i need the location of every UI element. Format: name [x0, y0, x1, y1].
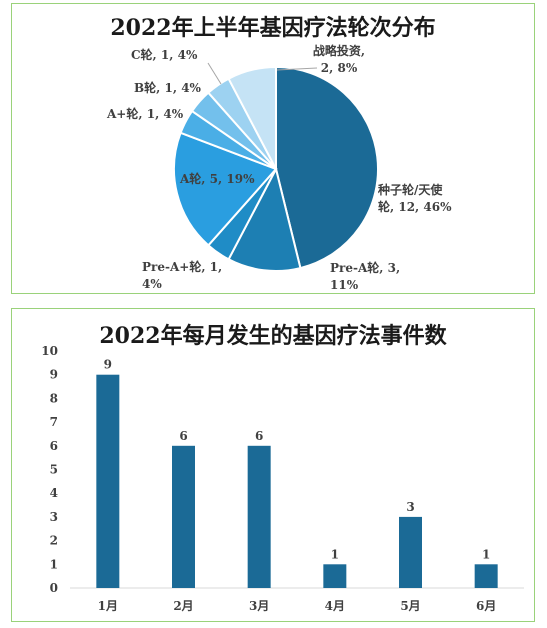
x-tick-label: 6月	[476, 599, 496, 613]
pie-slice-8	[227, 65, 277, 170]
y-tick-label: 1	[50, 557, 58, 571]
bar-chart: 0 1 2 3 4 5 6 7 8 9 10 9 1月 6 2月 6 3月 1 4月 3 5月 1 6月	[41, 344, 524, 613]
x-tick-label: 2月	[173, 599, 193, 613]
bar-data-label: 6	[255, 429, 263, 443]
y-tick-label: 10	[41, 344, 58, 358]
y-tick-label: 3	[50, 510, 58, 524]
y-tick-label: 7	[50, 415, 58, 429]
bar-2	[172, 445, 195, 588]
x-tick-label: 5月	[400, 599, 420, 613]
x-tick-label: 3月	[249, 599, 269, 613]
pie-data-label: Pre-A+轮, 1, 4%	[142, 259, 222, 291]
bar-4	[323, 564, 347, 588]
y-tick-label: 6	[50, 439, 58, 453]
pie-slice-2	[227, 166, 302, 273]
pie-slice-1	[275, 65, 379, 270]
pie-data-label: 种子轮/天使轮, 12, 46%	[377, 182, 452, 214]
pie-leader-line	[207, 62, 222, 85]
bar-chart-panel: 2022年每月发生的基因疗法事件数 0 1 2 3 4 5 6 7 8 9 10 9 1月 6 2月 6 3月 1…	[11, 308, 535, 622]
pie-chart: 种子轮/天使轮, 12, 46% Pre-A轮, 3, 11% Pre-A+轮, 1,…	[106, 43, 452, 292]
y-tick-label: 8	[50, 391, 58, 405]
y-tick-label: 5	[50, 463, 58, 477]
pie-slice-4	[173, 131, 278, 247]
pie-data-label: B轮, 1, 4%	[134, 80, 202, 95]
pie-data-label: A轮, 5, 19%	[179, 171, 255, 186]
bar-3	[247, 445, 271, 588]
y-tick-label: 9	[50, 368, 58, 382]
pie-chart-title: 2022年上半年基因疗法轮次分布	[110, 15, 436, 41]
y-tick-label: 4	[50, 486, 58, 500]
pie-data-label: 战略投资, 2, 8%	[313, 43, 365, 75]
x-tick-label: 4月	[325, 599, 345, 613]
pie-data-label: C轮, 1, 4%	[131, 47, 198, 62]
bar-6	[474, 564, 498, 588]
bar-data-label: 3	[406, 500, 414, 514]
bar-1	[96, 374, 120, 588]
pie-leader-line	[276, 67, 318, 71]
bar-data-label: 1	[331, 547, 339, 561]
bar-5	[399, 516, 422, 588]
bar-chart-title: 2022年每月发生的基因疗法事件数	[99, 323, 447, 349]
pie-data-label: A+轮, 1, 4%	[106, 106, 184, 121]
pie-data-label: Pre-A轮, 3, 11%	[330, 260, 400, 292]
bar-data-label: 1	[482, 547, 490, 561]
x-tick-label: 1月	[98, 599, 118, 613]
bar-data-label: 6	[179, 429, 187, 443]
y-tick-label: 0	[50, 581, 58, 595]
y-tick-label: 2	[50, 534, 58, 548]
bar-data-label: 9	[104, 358, 112, 372]
pie-chart-panel: 2022年上半年基因疗法轮次分布 种子轮/天使轮, 12, 46% Pre-A轮,…	[11, 3, 535, 294]
